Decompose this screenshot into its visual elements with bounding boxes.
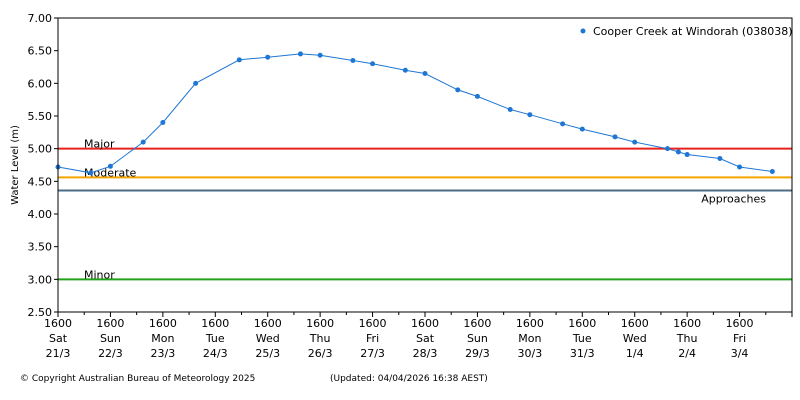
series-layer (55, 51, 775, 176)
x-tick-label-date: 24/3 (203, 347, 228, 360)
x-tick-label-day: Sun (100, 332, 121, 345)
data-point (370, 61, 376, 67)
x-tick-label-date: 25/3 (255, 347, 280, 360)
y-tick-label: 4.50 (28, 175, 53, 188)
x-tick-label-date: 3/4 (731, 347, 749, 360)
x-tick-label-day: Mon (151, 332, 174, 345)
y-tick-label: 5.50 (28, 110, 53, 123)
data-point (612, 134, 618, 140)
data-point (88, 170, 94, 176)
data-point (160, 120, 166, 126)
data-point (664, 146, 670, 152)
x-tick-label-time: 1600 (96, 317, 124, 330)
x-tick-label-date: 28/3 (413, 347, 438, 360)
x-tick-label-day: Mon (518, 332, 541, 345)
x-tick-label-day: Sun (467, 332, 488, 345)
x-tick-label-day: Fri (733, 332, 746, 345)
copyright-text: © Copyright Australian Bureau of Meteoro… (20, 374, 256, 384)
data-point (684, 152, 690, 158)
x-tick-label-time: 1600 (516, 317, 544, 330)
data-point (317, 52, 323, 58)
x-tick-label-time: 1600 (673, 317, 701, 330)
data-point (717, 155, 723, 161)
data-point (402, 67, 408, 73)
threshold-label: Major (84, 138, 115, 151)
legend: Cooper Creek at Windorah (038038) (580, 25, 793, 38)
threshold-label: Moderate (84, 166, 137, 179)
data-point (193, 80, 199, 86)
x-tick-label-day: Tue (205, 332, 225, 345)
x-tick-label-date: 29/3 (465, 347, 490, 360)
data-point (297, 51, 303, 57)
y-tick-label: 6.50 (28, 45, 53, 58)
y-tick-label: 7.00 (28, 12, 53, 25)
x-tick-label-time: 1600 (44, 317, 72, 330)
data-point (474, 93, 480, 99)
data-point (455, 87, 461, 93)
x-tick-label-date: 27/3 (360, 347, 385, 360)
y-axis-title: Water Level (m) (10, 125, 21, 205)
plot-frame (57, 17, 793, 313)
data-point (560, 121, 566, 127)
x-tick-label-time: 1600 (726, 317, 754, 330)
legend-marker (580, 28, 586, 34)
data-point (507, 106, 513, 112)
y-tick-label: 5.00 (28, 143, 53, 156)
x-tick-label-time: 1600 (411, 317, 439, 330)
y-tick-label: 3.00 (28, 273, 53, 286)
data-point (675, 149, 681, 155)
y-tick-label: 2.50 (28, 306, 53, 319)
x-tick-label-date: 26/3 (308, 347, 333, 360)
x-tick-label-day: Thu (676, 332, 698, 345)
x-tick-label-time: 1600 (359, 317, 387, 330)
x-tick-label-day: Thu (309, 332, 331, 345)
x-tick-label-time: 1600 (568, 317, 596, 330)
x-tick-label-date: 31/3 (570, 347, 595, 360)
x-tick-label-time: 1600 (463, 317, 491, 330)
data-point (236, 57, 242, 63)
x-tick-label-date: 23/3 (151, 347, 176, 360)
x-tick-label-day: Fri (366, 332, 379, 345)
x-tick-label-day: Wed (623, 332, 647, 345)
x-tick-label-time: 1600 (621, 317, 649, 330)
legend-label: Cooper Creek at Windorah (038038) (593, 25, 793, 38)
y-tick-label: 6.00 (28, 77, 53, 90)
data-point (769, 169, 775, 175)
x-tick-label-time: 1600 (201, 317, 229, 330)
x-tick-label-date: 30/3 (518, 347, 543, 360)
updated-text: (Updated: 04/04/2026 16:38 AEST) (330, 374, 488, 384)
data-point (107, 163, 113, 169)
axes-layer: 7.00 6.50 6.00 5.50 5.00 4.50 4.00 3.50 3.00 2.50… (28, 12, 793, 360)
x-tick-label-time: 1600 (149, 317, 177, 330)
thresholds-layer: Major Moderate Approaches Minor (58, 138, 792, 281)
x-tick-label-day: Sat (416, 332, 435, 345)
data-point (422, 71, 428, 77)
data-point (350, 57, 356, 63)
x-tick-label-date: 21/3 (46, 347, 71, 360)
series-line (57, 53, 773, 174)
data-point (140, 139, 146, 145)
data-point (527, 112, 533, 118)
data-point (737, 164, 743, 170)
x-tick-label-time: 1600 (306, 317, 334, 330)
x-tick-label-date: 1/4 (626, 347, 644, 360)
y-tick-label: 3.50 (28, 241, 53, 254)
threshold-label: Minor (84, 268, 115, 281)
x-tick-label-date: 22/3 (98, 347, 123, 360)
threshold-label: Approaches (701, 192, 766, 205)
y-tick-label: 4.00 (28, 208, 53, 221)
x-tick-label-day: Wed (256, 332, 280, 345)
x-tick-label-day: Sat (49, 332, 68, 345)
x-tick-label-day: Tue (572, 332, 592, 345)
x-tick-label-date: 2/4 (678, 347, 696, 360)
data-point (632, 139, 638, 145)
data-point (265, 54, 271, 60)
data-point (579, 126, 585, 132)
x-tick-label-time: 1600 (254, 317, 282, 330)
